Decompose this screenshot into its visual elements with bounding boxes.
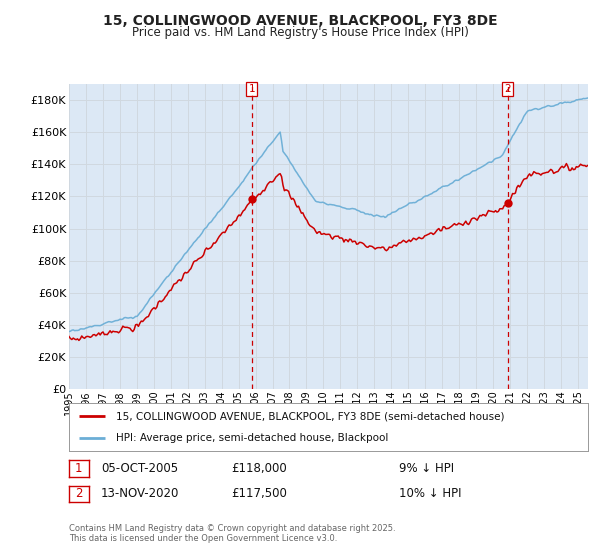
Text: 1: 1 <box>75 462 83 475</box>
Text: Price paid vs. HM Land Registry's House Price Index (HPI): Price paid vs. HM Land Registry's House … <box>131 26 469 39</box>
Text: 05-OCT-2005: 05-OCT-2005 <box>101 462 178 475</box>
Text: £117,500: £117,500 <box>231 487 287 501</box>
Text: £118,000: £118,000 <box>231 462 287 475</box>
Text: 13-NOV-2020: 13-NOV-2020 <box>101 487 179 501</box>
Text: 1: 1 <box>248 84 255 94</box>
Text: Contains HM Land Registry data © Crown copyright and database right 2025.
This d: Contains HM Land Registry data © Crown c… <box>69 524 395 543</box>
Text: HPI: Average price, semi-detached house, Blackpool: HPI: Average price, semi-detached house,… <box>116 433 388 443</box>
Text: 2: 2 <box>75 487 83 501</box>
Text: 9% ↓ HPI: 9% ↓ HPI <box>399 462 454 475</box>
Text: 2: 2 <box>505 84 511 94</box>
Text: 10% ↓ HPI: 10% ↓ HPI <box>399 487 461 501</box>
Text: 15, COLLINGWOOD AVENUE, BLACKPOOL, FY3 8DE (semi-detached house): 15, COLLINGWOOD AVENUE, BLACKPOOL, FY3 8… <box>116 411 504 421</box>
Text: 15, COLLINGWOOD AVENUE, BLACKPOOL, FY3 8DE: 15, COLLINGWOOD AVENUE, BLACKPOOL, FY3 8… <box>103 14 497 28</box>
